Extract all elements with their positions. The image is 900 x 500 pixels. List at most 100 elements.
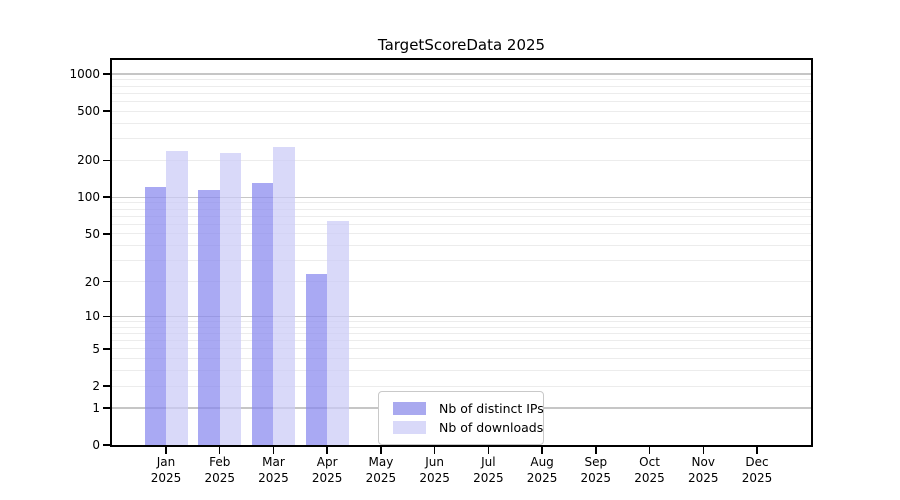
y-axis-tick-label: 100	[77, 190, 100, 205]
x-axis-tick-label: Jun 2025	[403, 455, 467, 486]
y-tick-mark	[103, 159, 110, 162]
x-tick-mark	[272, 447, 275, 454]
bar-distinct-ips	[144, 186, 166, 445]
x-tick-mark	[595, 447, 597, 454]
y-axis-tick-label: 5	[92, 341, 100, 356]
minor-gridline	[112, 79, 811, 81]
y-axis-tick-label: 1000	[69, 67, 100, 82]
minor-gridline	[112, 100, 811, 102]
month-label: Dec	[745, 455, 769, 469]
y-tick-mark	[103, 348, 110, 350]
minor-gridline	[112, 320, 811, 322]
year-label: 2025	[258, 470, 289, 485]
month-label: Aug	[530, 455, 554, 469]
x-axis-tick-label: Sep 2025	[564, 455, 628, 486]
year-label: 2025	[473, 470, 504, 485]
y-tick-mark	[103, 73, 110, 75]
x-axis-tick-label: Jul 2025	[456, 455, 520, 486]
minor-gridline	[112, 260, 811, 262]
y-axis-tick-label: 10	[84, 309, 100, 324]
y-axis-tick-label: 500	[77, 104, 100, 119]
y-axis-tick-label: 200	[77, 153, 100, 168]
month-label: May	[368, 455, 394, 469]
minor-gridline	[112, 340, 811, 342]
minor-gridline	[112, 159, 811, 161]
bar-distinct-ips	[305, 274, 328, 445]
minor-gridline	[112, 358, 811, 360]
y-tick-mark	[103, 233, 110, 235]
bar-downloads	[273, 147, 295, 445]
x-axis-tick-label: Apr 2025	[295, 455, 359, 486]
month-label: Oct	[639, 455, 660, 469]
minor-gridline	[112, 370, 811, 372]
y-axis-tick-label: 50	[84, 226, 100, 241]
month-label: Apr	[316, 455, 338, 469]
x-tick-mark	[165, 447, 167, 454]
year-label: 2025	[150, 470, 182, 485]
bar-distinct-ips	[251, 183, 274, 445]
y-tick-mark	[103, 385, 110, 387]
minor-gridline	[112, 223, 811, 225]
y-axis-tick-label: 2	[92, 379, 100, 394]
minor-gridline	[112, 385, 811, 387]
x-axis-tick-label: Oct 2025	[618, 455, 682, 486]
month-label: Nov	[691, 455, 715, 469]
x-axis-tick-label: May 2025	[349, 455, 413, 486]
x-tick-mark	[218, 447, 221, 454]
x-tick-mark	[756, 447, 758, 454]
bar-distinct-ips	[198, 189, 220, 445]
year-label: 2025	[365, 470, 397, 485]
chart-title: TargetScoreData 2025	[377, 36, 546, 54]
month-label: Jun	[425, 455, 444, 469]
minor-gridline	[112, 85, 811, 87]
minor-gridline	[112, 202, 811, 204]
y-tick-mark	[103, 444, 110, 446]
minor-gridline	[112, 245, 811, 247]
x-axis-tick-label: Jan 2025	[134, 455, 198, 486]
x-axis-tick-label: Aug 2025	[510, 455, 574, 486]
y-axis-tick-label: 1	[92, 400, 100, 415]
year-label: 2025	[526, 470, 558, 485]
month-label: Sep	[584, 455, 608, 469]
x-tick-mark	[541, 447, 543, 454]
y-axis-tick-label: 20	[84, 274, 100, 289]
major-gridline	[112, 73, 811, 75]
legend-swatch-distinct-ips	[393, 402, 426, 415]
x-axis-tick-label: Mar 2025	[241, 455, 305, 486]
month-label: Jul	[481, 455, 496, 469]
minor-gridline	[112, 348, 811, 350]
x-tick-mark	[433, 447, 436, 454]
bar-downloads	[166, 151, 188, 445]
major-gridline	[112, 196, 811, 198]
y-tick-mark	[103, 407, 110, 409]
legend-label: Nb of downloads	[439, 420, 544, 435]
month-label: Mar	[262, 455, 285, 469]
y-tick-mark	[103, 280, 110, 283]
y-tick-mark	[103, 110, 110, 112]
year-label: 2025	[311, 470, 343, 485]
minor-gridline	[112, 92, 811, 94]
minor-gridline	[112, 122, 811, 124]
x-axis-tick-label: Feb 2025	[188, 455, 252, 486]
minor-gridline	[112, 281, 811, 283]
year-label: 2025	[580, 470, 612, 485]
year-label: 2025	[634, 470, 665, 485]
plot-area	[110, 58, 813, 447]
minor-gridline	[112, 332, 811, 334]
year-label: 2025	[687, 470, 719, 485]
y-tick-mark	[103, 315, 110, 317]
x-tick-mark	[326, 447, 328, 454]
legend-item: Nb of downloads	[393, 419, 543, 436]
x-tick-mark	[702, 447, 705, 454]
year-label: 2025	[419, 470, 450, 485]
x-tick-mark	[380, 447, 382, 454]
minor-gridline	[112, 138, 811, 140]
bar-downloads	[219, 153, 242, 445]
minor-gridline	[112, 215, 811, 217]
x-tick-mark	[487, 447, 490, 454]
y-axis-tick-label: 0	[92, 438, 100, 452]
minor-gridline	[112, 110, 811, 112]
month-label: Jan	[156, 455, 176, 469]
x-tick-mark	[648, 447, 651, 454]
